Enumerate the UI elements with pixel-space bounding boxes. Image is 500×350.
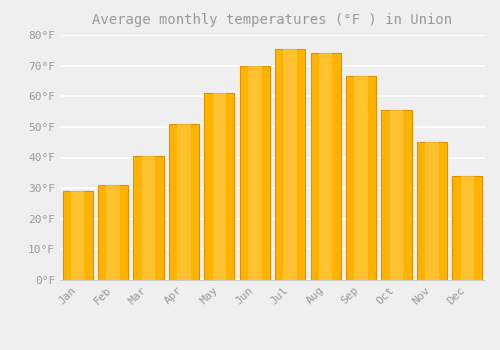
Bar (319, 53, 332, 280)
Bar (204, 93, 234, 280)
Bar (275, 49, 306, 280)
Bar (98, 185, 128, 280)
Bar (284, 49, 297, 280)
Bar (460, 176, 474, 280)
Bar (310, 53, 340, 280)
Bar (62, 191, 93, 280)
Bar (346, 76, 376, 280)
Bar (452, 176, 482, 280)
Bar (248, 66, 262, 280)
Bar (390, 110, 403, 280)
Bar (240, 66, 270, 280)
Bar (142, 156, 156, 280)
Bar (71, 191, 85, 280)
Bar (177, 124, 190, 280)
Bar (425, 142, 438, 280)
Bar (169, 124, 199, 280)
Bar (417, 142, 447, 280)
Bar (212, 93, 226, 280)
Bar (106, 185, 120, 280)
Title: Average monthly temperatures (°F ) in Union: Average monthly temperatures (°F ) in Un… (92, 13, 452, 27)
Bar (382, 110, 412, 280)
Bar (354, 76, 368, 280)
Bar (134, 156, 164, 280)
